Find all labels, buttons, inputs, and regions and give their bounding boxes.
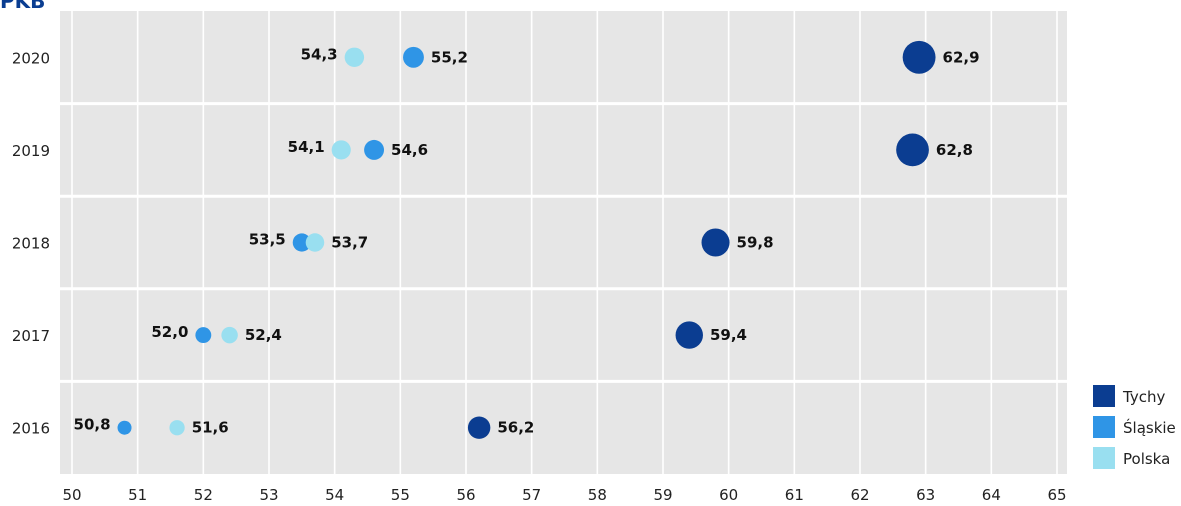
data-label-lskie: 54,6 [391,141,428,159]
x-tick-label: 63 [916,486,935,504]
data-label-lskie: 50,8 [74,416,111,434]
data-label-lskie: 55,2 [431,48,468,66]
data-label-tychy: 62,9 [943,48,980,66]
point-polska [305,233,325,252]
data-label-polska: 54,1 [288,138,325,156]
y-category-label: 2017 [12,327,50,345]
plot-background [60,11,1067,474]
y-category-label: 2016 [12,420,50,438]
x-tick-label: 53 [259,486,278,504]
point-tychy [896,133,929,167]
x-tick-label: 56 [456,486,475,504]
x-tick-label: 50 [62,486,81,504]
x-tick-label: 61 [785,486,804,504]
data-label-polska: 51,6 [192,419,229,437]
legend-swatch [1093,385,1115,407]
data-labels: 62,9 55,2 54,3 62,8 54,6 54,1 59,8 53,5 53,7 59,4… [74,45,980,436]
y-category-label: 2020 [12,49,50,67]
legend-swatch [1093,447,1115,469]
point-tychy [902,40,936,74]
x-tick-label: 58 [588,486,607,504]
data-points [117,40,936,439]
data-label-tychy: 62,8 [936,141,973,159]
data-label-lskie: 53,5 [249,231,286,249]
legend-label: Tychy [1122,388,1165,406]
point-lskie [403,46,424,68]
legend-label: Śląskie [1123,418,1176,437]
x-tick-label: 65 [1047,486,1066,504]
point-lskie [195,327,212,344]
data-label-polska: 53,7 [331,234,368,252]
point-tychy [675,321,703,349]
y-category-label: 2019 [12,142,50,160]
data-label-polska: 52,4 [245,326,282,344]
x-tick-label: 55 [391,486,410,504]
point-polska [221,326,238,344]
x-tick-label: 52 [194,486,213,504]
data-label-lskie: 52,0 [151,323,188,341]
point-polska [169,420,185,436]
chart-title-fragment: PKB [0,0,45,13]
data-label-tychy: 56,2 [497,419,534,437]
point-polska [344,47,365,68]
legend-swatch [1093,416,1115,438]
x-tick-label: 51 [128,486,147,504]
point-lskie [117,420,132,435]
x-tick-label: 54 [325,486,344,504]
x-axis-labels: 50 51 52 53 54 55 56 57 58 59 60 61 62 63 64 65 [62,486,1066,504]
point-tychy [701,228,730,257]
x-tick-label: 62 [850,486,869,504]
data-label-polska: 54,3 [301,45,338,63]
legend: Tychy Śląskie Polska [1093,385,1176,469]
x-tick-label: 60 [719,486,738,504]
x-tick-label: 57 [522,486,541,504]
point-lskie [364,139,385,160]
x-tick-label: 64 [982,486,1001,504]
data-label-tychy: 59,4 [710,326,747,344]
y-axis-labels: 2020 2019 2018 2017 2016 [12,49,50,437]
legend-label: Polska [1123,450,1170,468]
y-category-label: 2018 [12,235,50,253]
x-tick-label: 59 [653,486,672,504]
point-lskie [292,233,311,252]
grid-lines [60,11,1067,474]
point-tychy [467,416,491,439]
data-label-tychy: 59,8 [737,234,774,252]
point-polska [331,140,351,160]
